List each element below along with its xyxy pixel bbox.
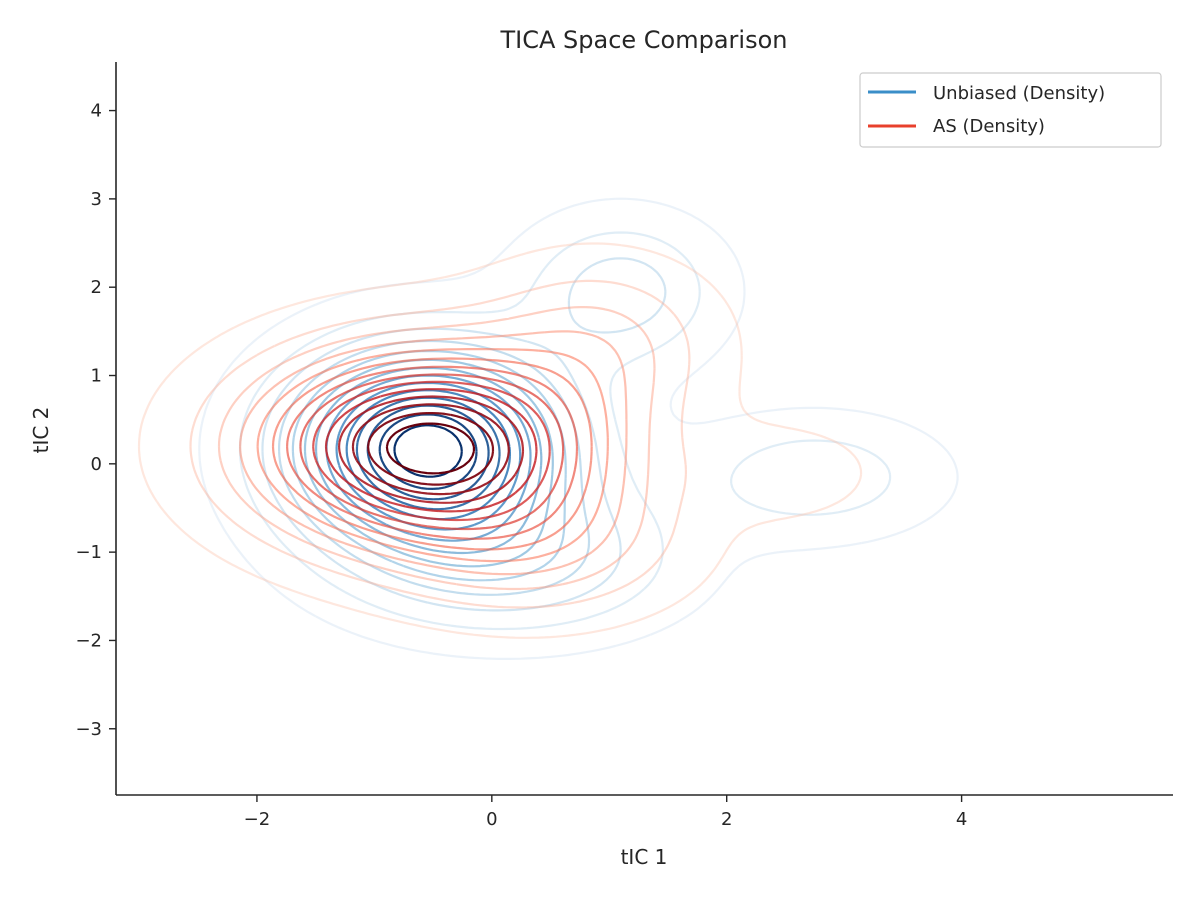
as-contour-line [367, 412, 495, 486]
legend: Unbiased (Density) AS (Density) [859, 72, 1162, 148]
as-contour-line [286, 365, 579, 540]
y-tick-label: 3 [91, 189, 102, 210]
as-contour-line [338, 395, 525, 504]
as-contour-line [312, 380, 551, 522]
unbiased-contour-line [238, 231, 892, 631]
x-tick-label: 2 [721, 809, 732, 830]
as-contour-line [256, 348, 609, 563]
y-tick-label: −3 [75, 719, 102, 740]
as-density-contours [137, 242, 863, 639]
as-contour-line [324, 388, 538, 513]
x-tick-label: 0 [486, 809, 497, 830]
unbiased-contour-line [198, 197, 959, 660]
as-contour-line [271, 357, 593, 551]
as-contour-line [385, 422, 475, 475]
as-contour-line [351, 403, 510, 496]
y-tick-label: 1 [91, 366, 102, 387]
as-contour-line [239, 330, 628, 576]
as-contour-line [189, 279, 691, 609]
legend-label-as: AS (Density) [933, 116, 1045, 137]
as-contour-line [299, 373, 565, 531]
unbiased-density-contours [198, 197, 959, 660]
x-ticks: −2 0 2 4 [244, 795, 967, 830]
y-tick-label: 2 [91, 277, 102, 298]
as-contour-line [217, 306, 656, 591]
y-axis-label: tIC 2 [29, 407, 53, 454]
axes [115, 62, 1173, 796]
x-tick-label: −2 [244, 809, 271, 830]
y-tick-label: −1 [75, 542, 102, 563]
y-tick-label: −2 [75, 630, 102, 651]
as-contour-line [137, 242, 863, 639]
x-axis-label: tIC 1 [621, 845, 668, 869]
legend-box [859, 72, 1162, 148]
y-ticks: −3 −2 −1 0 1 2 3 4 [75, 101, 116, 740]
unbiased-contour-line [393, 424, 463, 478]
legend-label-unbiased: Unbiased (Density) [933, 83, 1105, 104]
y-tick-label: 4 [91, 101, 102, 122]
chart-title: TICA Space Comparison [499, 26, 787, 54]
unbiased-contour-line [261, 257, 667, 612]
y-tick-label: 0 [91, 454, 102, 475]
x-tick-label: 4 [956, 809, 967, 830]
